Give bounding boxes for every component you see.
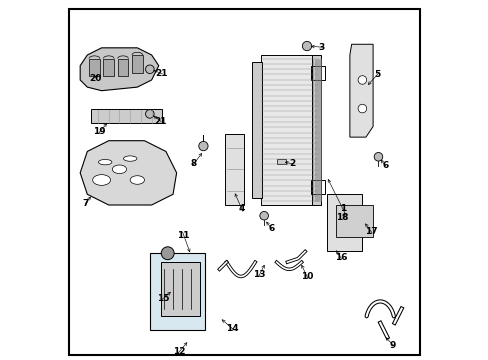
Text: 20: 20	[89, 74, 101, 83]
FancyBboxPatch shape	[149, 253, 205, 330]
Circle shape	[357, 76, 366, 84]
Polygon shape	[103, 59, 114, 76]
Text: 6: 6	[267, 224, 274, 233]
Polygon shape	[276, 158, 285, 164]
Text: 6: 6	[382, 161, 388, 170]
Text: 12: 12	[173, 347, 185, 356]
Ellipse shape	[130, 176, 144, 184]
Text: 3: 3	[318, 42, 324, 51]
Circle shape	[145, 65, 154, 73]
Polygon shape	[118, 59, 128, 76]
Text: 11: 11	[177, 231, 190, 240]
Ellipse shape	[93, 175, 110, 185]
Polygon shape	[80, 48, 159, 91]
Text: 4: 4	[238, 204, 244, 213]
Circle shape	[345, 220, 350, 226]
Circle shape	[198, 141, 207, 151]
Polygon shape	[349, 44, 372, 137]
Circle shape	[357, 104, 366, 113]
Polygon shape	[260, 55, 317, 205]
Text: 5: 5	[373, 70, 380, 79]
Text: 9: 9	[389, 341, 395, 350]
Ellipse shape	[112, 165, 126, 174]
Polygon shape	[160, 262, 200, 316]
Ellipse shape	[123, 156, 137, 161]
Text: 15: 15	[157, 294, 169, 303]
Polygon shape	[224, 134, 244, 205]
Text: 8: 8	[190, 159, 197, 168]
Polygon shape	[326, 194, 362, 251]
Circle shape	[355, 220, 361, 226]
Text: 7: 7	[82, 199, 88, 208]
Polygon shape	[335, 205, 372, 237]
Text: 17: 17	[364, 227, 377, 236]
Text: 21: 21	[155, 69, 167, 78]
Ellipse shape	[98, 159, 112, 165]
Circle shape	[161, 247, 174, 260]
Polygon shape	[91, 109, 162, 123]
Text: 14: 14	[225, 324, 238, 333]
Text: 13: 13	[253, 270, 265, 279]
Polygon shape	[80, 141, 176, 205]
Circle shape	[352, 216, 365, 229]
Circle shape	[302, 41, 311, 51]
Text: 19: 19	[93, 127, 106, 136]
Polygon shape	[251, 62, 262, 198]
Circle shape	[373, 153, 382, 161]
Circle shape	[341, 216, 354, 229]
Text: 2: 2	[289, 159, 295, 168]
Polygon shape	[132, 55, 142, 73]
Circle shape	[145, 110, 154, 118]
Polygon shape	[312, 55, 321, 205]
Text: 18: 18	[336, 213, 348, 222]
Text: 1: 1	[339, 204, 345, 213]
Circle shape	[259, 211, 268, 220]
Text: 16: 16	[334, 253, 346, 262]
Polygon shape	[89, 59, 100, 76]
Text: 10: 10	[300, 272, 312, 281]
Text: 21: 21	[154, 117, 166, 126]
